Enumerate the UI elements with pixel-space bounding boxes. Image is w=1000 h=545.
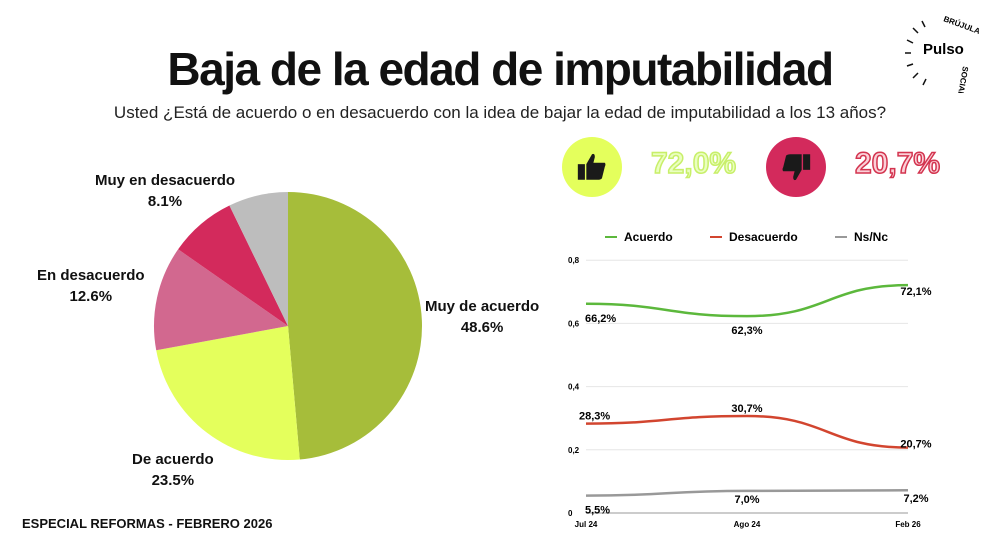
pie-label-de-acuerdo: De acuerdo 23.5% (132, 451, 214, 489)
data-label: 20,7% (900, 439, 931, 451)
x-tick-label: Ago 24 (734, 520, 761, 529)
pie-label-muy-acuerdo: Muy de acuerdo 48.6% (425, 298, 540, 336)
pie-label-muy-desacuerdo: Muy en desacuerdo 8.1% (95, 172, 236, 210)
pie-label-en-desacuerdo: En desacuerdo 12.6% (37, 267, 145, 305)
data-label: 66,2% (585, 313, 616, 325)
pie-slice-4 (229, 192, 288, 326)
y-tick-label: 0,8 (568, 256, 580, 265)
data-label: 5,5% (585, 505, 610, 517)
pie-slice-2 (154, 249, 288, 351)
data-label: 7,0% (734, 494, 759, 506)
page-title: Baja de la edad de imputabilidad (167, 43, 834, 95)
data-label: 28,3% (579, 411, 610, 423)
thumbs-down-badge (766, 137, 826, 197)
thumbs-down-icon (782, 154, 811, 181)
data-label: 72,1% (900, 286, 931, 298)
agree-value: 72,0% (650, 146, 737, 181)
data-label: 7,2% (903, 493, 928, 505)
legend-label: Acuerdo (624, 230, 673, 244)
series-line-Ns/Nc (585, 488, 909, 497)
disagree-value: 20,7% (854, 146, 941, 181)
pie-chart (154, 192, 422, 460)
x-tick-label: Jul 24 (575, 520, 598, 529)
footer-text: ESPECIAL REFORMAS - FEBRERO 2026 (22, 516, 273, 531)
thumbs-up-badge (562, 137, 622, 197)
data-label: 30,7% (731, 403, 762, 415)
data-label: 62,3% (731, 325, 762, 337)
question-subtitle: Usted ¿Está de acuerdo o en desacuerdo c… (113, 103, 887, 122)
pie-slice-1 (156, 326, 300, 460)
y-tick-label: 0 (568, 509, 573, 518)
series-line-Acuerdo (585, 283, 909, 318)
series-line-Desacuerdo (585, 414, 909, 449)
pie-slice-3 (178, 205, 288, 326)
y-tick-label: 0,4 (568, 383, 580, 392)
pie-slice-0 (288, 192, 422, 460)
legend-label: Desacuerdo (729, 230, 798, 244)
logo-text: Pulso (923, 41, 964, 58)
legend-label: Ns/Nc (854, 230, 888, 244)
x-tick-label: Feb 26 (895, 520, 921, 529)
y-tick-label: 0,2 (568, 446, 580, 455)
y-tick-label: 0,6 (568, 319, 580, 328)
pulso-logo: Pulso BRÚJULA SOCIAL (905, 14, 982, 93)
thumbs-up-icon (577, 153, 606, 180)
